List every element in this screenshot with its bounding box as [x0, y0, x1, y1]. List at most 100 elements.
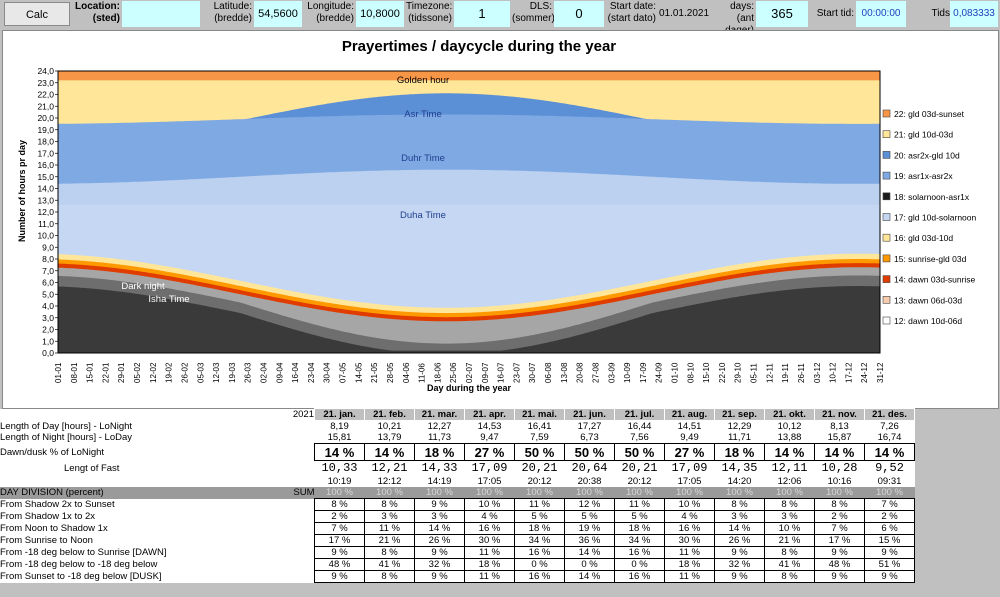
percent-cell: 10 % [664, 498, 715, 511]
legend-swatch [882, 130, 891, 138]
value-cell: 7,56 [614, 432, 665, 444]
fast-time-cell: 20:38 [564, 476, 615, 487]
row-label: From -18 deg below to Sunrise [DAWN] [0, 546, 264, 559]
percent-cell: 16 % [614, 546, 665, 559]
month-header: 21. mar. [414, 408, 465, 421]
percent-cell: 9 % [414, 498, 465, 511]
x-tick-label: 11-06 [418, 363, 427, 383]
startdate-label: Start date: (start dato) [607, 1, 656, 24]
x-tick-label: 29-10 [734, 362, 743, 383]
value-cell: 10,12 [764, 420, 815, 432]
value-cell: 9,49 [664, 432, 715, 444]
month-header: 21. apr. [464, 408, 515, 421]
dawn-percent-cell: 18 % [714, 443, 765, 461]
percent-cell: 3 % [764, 510, 815, 523]
percent-cell: 5 % [514, 510, 565, 523]
division-cell: 100 % [764, 487, 815, 499]
division-cell: 100 % [364, 487, 415, 499]
percent-cell: 18 % [664, 558, 715, 571]
legend-swatch [882, 109, 891, 118]
dawn-percent-cell: 27 % [464, 443, 515, 461]
legend-label: 15: sunrise-gld 03d [894, 254, 967, 264]
table-cell [264, 546, 315, 559]
percent-cell: 11 % [664, 546, 715, 559]
chart-legend: 22: gld 03d-sunset 21: gld 10d-03d 20: asr… [882, 109, 977, 326]
x-tick-label: 22-01 [101, 362, 110, 383]
starttid-field[interactable]: 00:00:00 [856, 1, 906, 27]
percent-cell: 36 % [564, 534, 615, 547]
x-tick-label: 20-08 [576, 362, 585, 383]
percent-cell: 8 % [314, 498, 365, 511]
value-cell: 10,21 [364, 420, 415, 432]
location-field[interactable] [122, 1, 200, 27]
table-row: Dawn/dusk % of LoNight 14 % 14 % 18 % 27 % 50… [0, 443, 915, 461]
dawn-percent-cell: 14 % [314, 443, 365, 461]
value-cell: 14,53 [464, 420, 515, 432]
x-tick-label: 26-03 [244, 362, 253, 383]
month-header: 21. okt. [764, 408, 815, 421]
tidssteg-field[interactable]: 0,083333 [950, 1, 998, 27]
fast-time-cell: 12:12 [364, 476, 415, 487]
percent-cell: 14 % [414, 522, 465, 535]
dawn-percent-cell: 27 % [664, 443, 715, 461]
fast-time-cell: 10:19 [314, 476, 365, 487]
y-tick-label: 21,0 [37, 101, 54, 111]
legend-swatch [882, 192, 891, 201]
percent-cell: 21 % [764, 534, 815, 547]
percent-cell: 7 % [864, 498, 915, 511]
legend-swatch [882, 254, 891, 263]
percent-cell: 18 % [614, 522, 665, 535]
percent-cell: 26 % [414, 534, 465, 547]
value-cell: 15,81 [314, 432, 365, 444]
x-tick-label: 17-12 [844, 362, 853, 383]
dls-field[interactable]: 0 [554, 1, 604, 27]
value-cell: 15,87 [814, 432, 865, 444]
table-cell [264, 522, 315, 535]
row-label: Length of Night [hours] - LoDay [0, 432, 264, 444]
latitude-field[interactable]: 54,5600 [254, 1, 302, 27]
stats-table: 2021 21. jan. 21. feb. 21. mar. 21. apr. 21. … [0, 408, 915, 583]
x-tick-label: 24-09 [655, 362, 664, 383]
startdate-field[interactable]: 01.01.2021 [658, 8, 710, 19]
x-tick-label: 01-10 [671, 362, 680, 383]
division-cell: 100 % [814, 487, 865, 499]
chart-annotation: Asr Time [404, 109, 441, 120]
table-cell [264, 460, 315, 476]
y-tick-label: 10,0 [37, 231, 54, 241]
percent-cell: 11 % [464, 570, 515, 583]
percent-cell: 3 % [714, 510, 765, 523]
value-cell: 14,51 [664, 420, 715, 432]
division-cell: 100 % [664, 487, 715, 499]
table-row: From -18 deg below to -18 deg below 48 % 4… [0, 558, 915, 571]
fast-time-cell: 14:20 [714, 476, 765, 487]
x-tick-label: 15-01 [86, 362, 95, 383]
table-corner [0, 408, 264, 421]
table-cell [264, 432, 315, 444]
longitude-field[interactable]: 10,8000 [356, 1, 404, 27]
days-field[interactable]: 365 [756, 1, 808, 27]
division-cell: 100 % [564, 487, 615, 499]
y-tick-label: 12,0 [37, 207, 54, 217]
percent-cell: 19 % [564, 522, 615, 535]
table-row: Lengt of Fast 10,33 12,21 14,33 17,09 20,21 20… [0, 460, 915, 476]
x-tick-label: 05-11 [750, 363, 759, 383]
value-cell: 13,88 [764, 432, 815, 444]
percent-cell: 9 % [414, 570, 465, 583]
x-tick-label: 16-04 [291, 362, 300, 383]
fast-time-cell: 12:06 [764, 476, 815, 487]
fast-length-cell: 9,52 [864, 460, 915, 476]
band-top-golden [58, 80, 880, 88]
calc-button[interactable]: Calc [4, 2, 70, 26]
chart-annotations: Golden hour Asr Time Duhr Time Duha Time Dar… [121, 75, 449, 305]
fast-length-cell: 12,11 [764, 460, 815, 476]
legend-label: 17: gld 10d-solarnoon [894, 213, 977, 223]
timezone-field[interactable]: 1 [454, 1, 510, 27]
legend-label: 13: dawn 06d-03d [894, 295, 962, 305]
percent-cell: 34 % [614, 534, 665, 547]
y-tick-label: 22,0 [37, 90, 54, 100]
month-header: 21. des. [864, 408, 915, 421]
row-label: Lengt of Fast [0, 460, 264, 476]
percent-cell: 11 % [464, 546, 515, 559]
x-tick-label: 24-12 [860, 362, 869, 383]
division-cell: 100 % [514, 487, 565, 499]
